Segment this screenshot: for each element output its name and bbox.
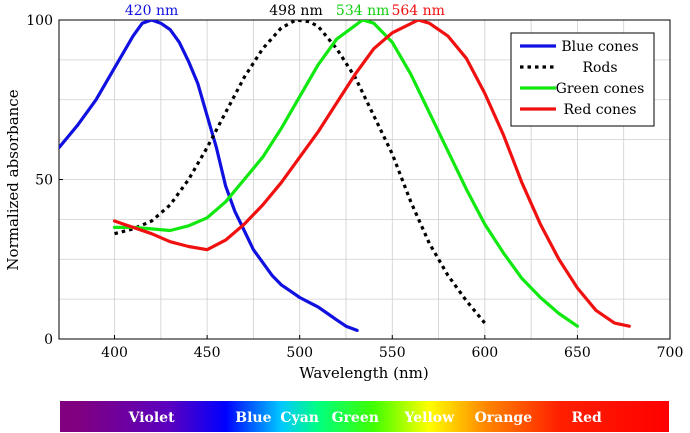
legend-label: Red cones [564, 102, 637, 118]
x-tick-label: 550 [379, 345, 406, 361]
series-line-green-cones [112, 20, 579, 328]
series-line-rods [114, 20, 487, 325]
visible-spectrum-bar: Violet Blue Cyan Green Yellow Orange Red [60, 401, 669, 432]
series-line-red-cones [112, 20, 631, 328]
spectrum-label-violet: Violet [128, 410, 175, 426]
spectrum-gradient-rect [60, 401, 669, 432]
spectrum-label-yellow: Yellow [403, 410, 455, 426]
y-tick-label: 50 [35, 173, 53, 189]
legend-label: Blue cones [561, 39, 638, 55]
spectrum-label-red: Red [572, 410, 603, 426]
x-axis-label: Wavelength (nm) [299, 364, 428, 382]
legend-label: Rods [582, 60, 617, 76]
series-lines [59, 20, 631, 332]
peak-label: 534 nm [336, 3, 389, 19]
spectrum-label-green: Green [332, 410, 379, 426]
spectrum-label-cyan: Cyan [280, 410, 319, 426]
x-tick-label: 450 [194, 345, 221, 361]
series-line-blue-cones [59, 20, 359, 332]
y-axis-label: Normalized absorbance [4, 89, 22, 270]
x-tick-label: 650 [564, 345, 591, 361]
spectrum-label-orange: Orange [475, 410, 533, 426]
y-tick-label: 100 [26, 13, 53, 29]
x-tick-label: 600 [471, 345, 498, 361]
axis-ticks: 400 450 500 550 600 650 700 0 50 100 [26, 13, 683, 361]
x-tick-label: 400 [101, 345, 128, 361]
legend-label: Green cones [556, 81, 645, 97]
peak-label: 420 nm [125, 3, 178, 19]
x-tick-label: 700 [657, 345, 684, 361]
legend: Blue cones Rods Green cones Red cones [510, 32, 655, 127]
peak-label: 498 nm [269, 3, 322, 19]
x-tick-label: 500 [286, 345, 313, 361]
peak-label: 564 nm [391, 3, 444, 19]
y-tick-label: 0 [44, 332, 53, 348]
peak-labels: 420 nm 498 nm 534 nm 564 nm [125, 3, 445, 19]
spectrum-label-blue: Blue [235, 410, 271, 426]
